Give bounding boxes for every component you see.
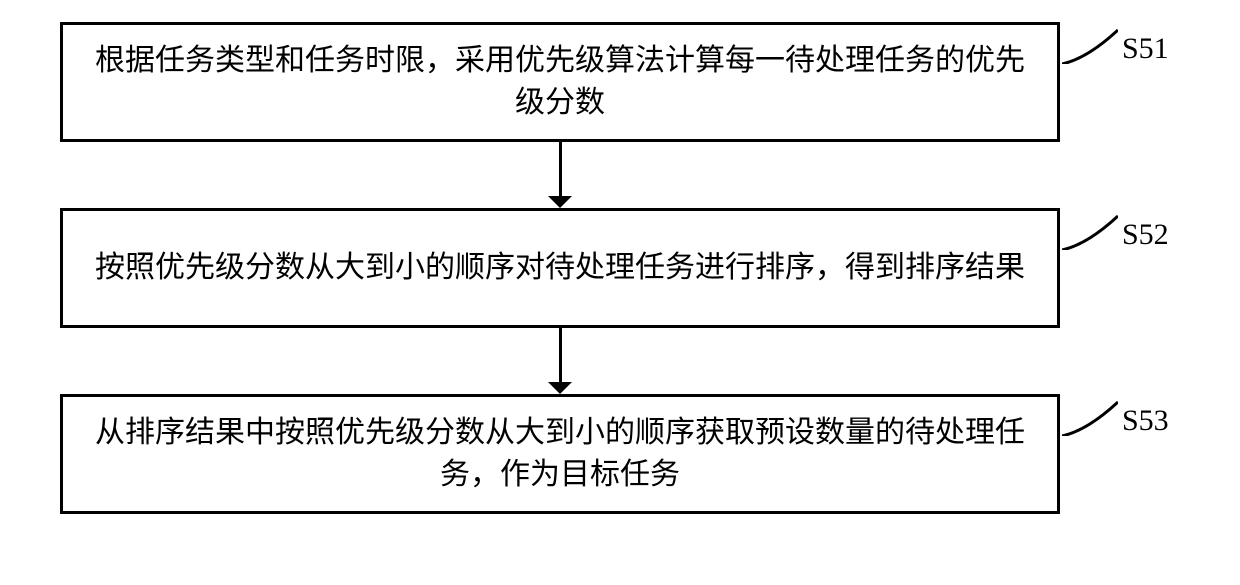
flow-step-label: S52 xyxy=(1122,218,1169,252)
flow-step-text: 根据任务类型和任务时限，采用优先级算法计算每一待处理任务的优先级分数 xyxy=(83,40,1037,124)
flow-step-box: 按照优先级分数从大到小的顺序对待处理任务进行排序，得到排序结果 xyxy=(60,208,1060,328)
flow-arrow-head-icon xyxy=(548,382,572,394)
flow-step-box: 从排序结果中按照优先级分数从大到小的顺序获取预设数量的待处理任务，作为目标任务 xyxy=(60,394,1060,514)
flow-step-box: 根据任务类型和任务时限，采用优先级算法计算每一待处理任务的优先级分数 xyxy=(60,22,1060,142)
label-connector xyxy=(1062,28,1118,64)
flow-step-text: 从排序结果中按照优先级分数从大到小的顺序获取预设数量的待处理任务，作为目标任务 xyxy=(83,412,1037,496)
flow-step-text: 按照优先级分数从大到小的顺序对待处理任务进行排序，得到排序结果 xyxy=(95,247,1025,289)
flow-arrow-line xyxy=(559,142,562,196)
flow-arrow-line xyxy=(559,328,562,382)
flowchart-canvas: 根据任务类型和任务时限，采用优先级算法计算每一待处理任务的优先级分数 S51 按照优… xyxy=(0,0,1240,585)
flow-arrow-head-icon xyxy=(548,196,572,208)
label-connector xyxy=(1062,400,1118,436)
flow-step-label: S53 xyxy=(1122,404,1169,438)
label-connector xyxy=(1062,214,1118,250)
flow-step-label: S51 xyxy=(1122,32,1169,66)
